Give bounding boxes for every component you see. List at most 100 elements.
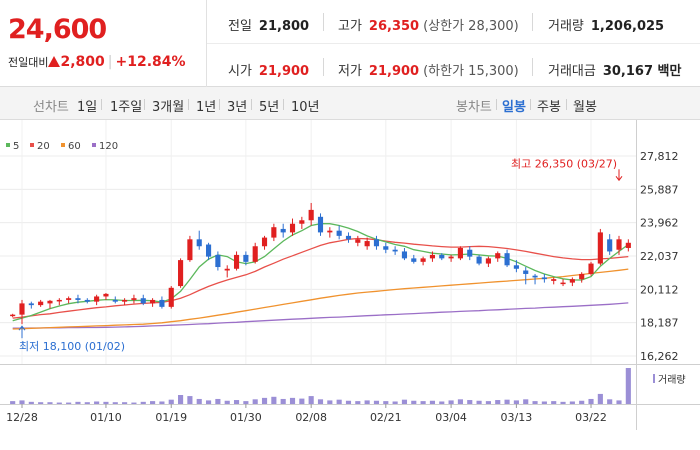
candle (467, 246, 473, 261)
open-cell: 시가 21,900 (228, 60, 309, 79)
x-tick-label: 02/21 (370, 411, 402, 424)
line-chart-label: 선차트 (33, 100, 69, 115)
legend-swatch (92, 143, 96, 147)
x-axis: 12/28 01/10 01/19 01/30 02/08 02/21 03/04 03/13… (6, 404, 607, 424)
y-tick-label: 25,887 (640, 183, 679, 196)
tab-1y[interactable]: 1년 (196, 100, 217, 115)
x-tick-label: 01/19 (155, 411, 187, 424)
volume-bar (383, 401, 389, 404)
chart-annotations: 최고 26,350 (03/27) 최저 18,100 (01/02) (18, 157, 623, 353)
divider (323, 58, 324, 76)
volume-bar (196, 398, 202, 404)
candle (523, 267, 529, 285)
volume-bar (457, 399, 463, 404)
divider (188, 99, 189, 110)
tab-1w[interactable]: 1주일 (110, 100, 143, 115)
divider (283, 99, 284, 110)
period-bar: 선차트 1일 1주일 3개월 1년 3년 5년 10년 봉차트 일봉 주봉 월봉 (0, 87, 700, 120)
candle (38, 299, 44, 307)
y-tick-label: 23,962 (640, 217, 679, 230)
volume-bar (103, 401, 109, 404)
candle-body (616, 239, 622, 250)
candle-body (289, 223, 296, 233)
candle-body (560, 282, 566, 285)
candle (457, 246, 463, 261)
candle-body (159, 299, 165, 307)
candle (317, 213, 324, 236)
volume-bar (625, 368, 631, 404)
candle (205, 242, 212, 261)
legend-label-5: 5 (13, 141, 19, 152)
candle (75, 294, 81, 304)
candle-body (131, 298, 137, 300)
candle-body (317, 216, 324, 233)
candle-body (523, 270, 529, 274)
candle (336, 225, 342, 240)
volume-bar (159, 401, 165, 404)
candle-body (271, 227, 277, 238)
candle (150, 298, 156, 307)
candle-body (513, 265, 519, 269)
candle (271, 223, 277, 242)
tab-monthly[interactable]: 월봉 (573, 100, 597, 115)
volume-bar (28, 401, 34, 404)
candle (103, 293, 109, 300)
divider (219, 99, 220, 110)
candle-body (420, 258, 426, 262)
high-annotation: 최고 26,350 (03/27) (511, 157, 617, 170)
tab-10y[interactable]: 10년 (291, 100, 320, 115)
candle (625, 239, 631, 252)
candle-body (476, 256, 482, 264)
volume-bar (94, 401, 100, 404)
candle-body (215, 254, 221, 268)
volume-bar (75, 401, 81, 404)
tab-3m[interactable]: 3개월 (152, 100, 185, 115)
volume-bar (327, 400, 333, 404)
tab-1d[interactable]: 1일 (77, 100, 98, 115)
volume-bar (560, 401, 566, 404)
volume-bar (19, 400, 25, 404)
candle (439, 253, 445, 261)
candle-body (19, 303, 25, 315)
volume-bar (38, 402, 44, 404)
volume-bar (224, 400, 230, 404)
candle (66, 296, 72, 304)
volume-bar (523, 399, 529, 404)
candle-body (75, 298, 81, 300)
volume-bar (140, 401, 146, 404)
tab-weekly[interactable]: 주봉 (537, 100, 561, 115)
tab-daily[interactable]: 일봉 (502, 100, 526, 115)
volume-bar (336, 399, 342, 404)
legend-swatch (30, 143, 34, 147)
price-summary: 24,600 전일대비 2,800 | +12.84% (0, 0, 207, 87)
tab-3y[interactable]: 3년 (227, 100, 248, 115)
candle (401, 247, 408, 261)
high-cell: 고가 26,350 (상한가 28,300) (338, 15, 519, 34)
divider (530, 99, 531, 110)
x-tick-label: 12/28 (6, 411, 38, 424)
candle (112, 296, 118, 304)
up-triangle-icon (48, 56, 61, 67)
candle (224, 265, 230, 278)
candle-body (327, 230, 333, 233)
candle (299, 216, 305, 229)
volume-bar (271, 396, 277, 404)
volume-bar (308, 396, 314, 404)
y-tick-label: 22,037 (640, 250, 679, 263)
candle (541, 273, 547, 283)
price-header: 24,600 전일대비 2,800 | +12.84% 전일 21,800 고가 26,3… (0, 0, 700, 87)
candle-body (196, 239, 202, 247)
candle-body (94, 296, 100, 302)
candle-body (224, 268, 230, 271)
candle-body (411, 258, 417, 262)
volume-bar (56, 402, 62, 404)
candle-chart-label: 봉차트 (456, 100, 492, 115)
tab-5y[interactable]: 5년 (259, 100, 280, 115)
volume-bar (355, 401, 361, 404)
candle-body (504, 253, 510, 266)
candle-body (103, 293, 109, 297)
volume-value: 1,206,025 (590, 19, 665, 34)
candle (607, 234, 613, 255)
x-tick-label: 03/22 (575, 411, 607, 424)
